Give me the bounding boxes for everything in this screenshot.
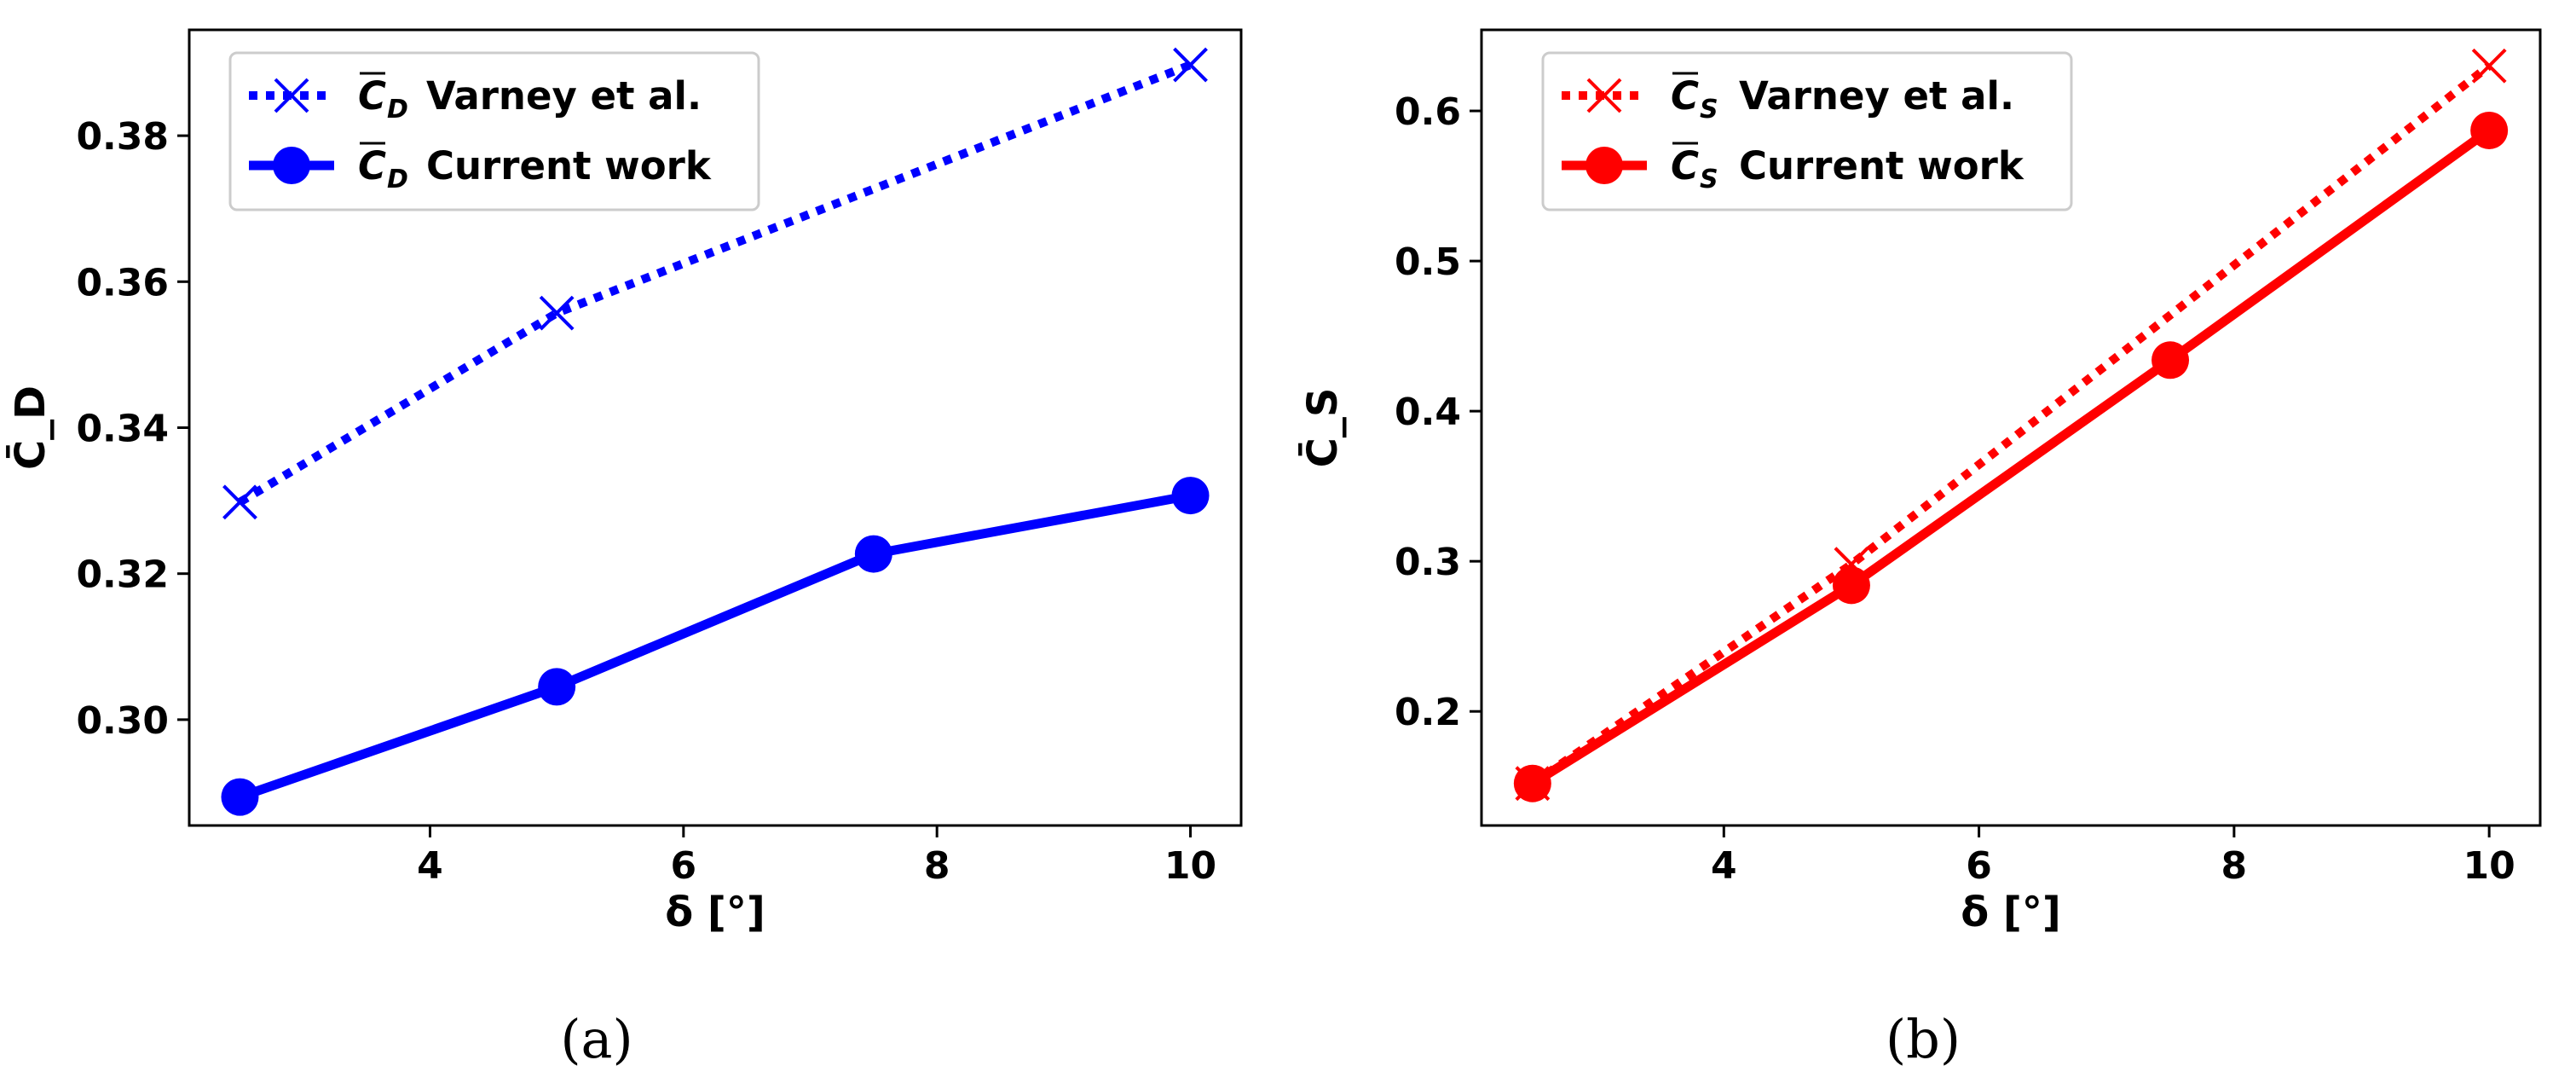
y-tick-label: 0.38 [76, 115, 169, 159]
legend-symbol: C [1671, 73, 1699, 119]
x-tick-label: 6 [671, 844, 697, 888]
legend-label: Varney et al. [426, 73, 702, 119]
legend-label: Current work [1739, 143, 2024, 188]
y-tick-label: 0.2 [1395, 691, 1461, 734]
legend-symbol: C [358, 143, 386, 188]
legend-subscript: D [387, 95, 408, 125]
legend-subscript: S [1700, 165, 1718, 194]
y-tick-label: 0.5 [1395, 240, 1461, 284]
series-line-current [238, 490, 1192, 802]
legend: C D Varney et al.C D Current work [228, 51, 760, 211]
chart-panel-b: 4 6 8 100.20.30.40.50.6δ [°]C̄_SC S Varney et… [1297, 28, 2542, 1070]
data-point-circle-marker [1832, 566, 1870, 605]
x-tick-label: 8 [924, 844, 950, 888]
data-point-x-marker [222, 484, 257, 520]
legend-symbol: C [1671, 143, 1699, 188]
x-tick-label: 8 [2221, 844, 2248, 888]
data-point-circle-marker [221, 778, 259, 816]
y-tick-label: 0.3 [1395, 541, 1461, 584]
data-point-x-marker [2471, 48, 2507, 84]
legend-subscript: S [1700, 95, 1718, 125]
y-tick-label: 0.36 [76, 261, 169, 304]
y-tick-label: 0.32 [76, 553, 169, 597]
legend-circle-marker [273, 147, 310, 184]
data-point-circle-marker [538, 668, 576, 706]
plot-frame [1480, 28, 2542, 827]
data-point-circle-marker [1513, 764, 1551, 802]
legend-label: Varney et al. [1739, 73, 2014, 119]
y-tick-label: 0.34 [76, 408, 169, 451]
x-tick-label: 4 [1711, 844, 1737, 888]
panel-caption: (a) [560, 1008, 632, 1070]
legend-label: Current work [426, 143, 712, 188]
data-point-circle-marker [2470, 111, 2509, 149]
legend-box [228, 51, 760, 211]
y-tick-label: 0.30 [76, 699, 169, 743]
data-point-x-marker [1173, 47, 1208, 83]
data-point-x-marker [539, 295, 575, 331]
legend-subscript: D [387, 165, 408, 194]
y-axis-label: C̄_S [1297, 388, 1347, 468]
legend-symbol: C [358, 73, 386, 119]
x-tick-label: 10 [1164, 844, 1216, 888]
series-line-current [1529, 126, 2492, 788]
x-tick-label: 4 [417, 844, 443, 888]
legend-x-marker [274, 78, 309, 113]
legend-circle-marker [1585, 147, 1623, 184]
data-point-circle-marker [2151, 341, 2190, 379]
x-tick-label: 6 [1966, 844, 1992, 888]
y-tick-label: 0.6 [1395, 90, 1461, 134]
x-axis-label: δ [°] [1961, 889, 2061, 936]
y-tick-label: 0.4 [1395, 391, 1461, 434]
legend-box [1541, 51, 2073, 211]
chart-panel-a: 4 6 8 100.300.320.340.360.38δ [°]C̄_DC D Varn… [5, 28, 1243, 1070]
data-point-circle-marker [1171, 477, 1210, 515]
legend-x-marker [1586, 78, 1622, 113]
series-line-varney [1530, 62, 2492, 787]
y-axis-label: C̄_D [5, 385, 55, 470]
legend: C S Varney et al.C S Current work [1541, 51, 2073, 211]
data-point-circle-marker [854, 535, 892, 573]
series-line-varney [237, 61, 1193, 507]
panel-caption: (b) [1886, 1008, 1961, 1070]
x-tick-label: 10 [2463, 844, 2515, 888]
x-axis-label: δ [°] [665, 889, 765, 936]
